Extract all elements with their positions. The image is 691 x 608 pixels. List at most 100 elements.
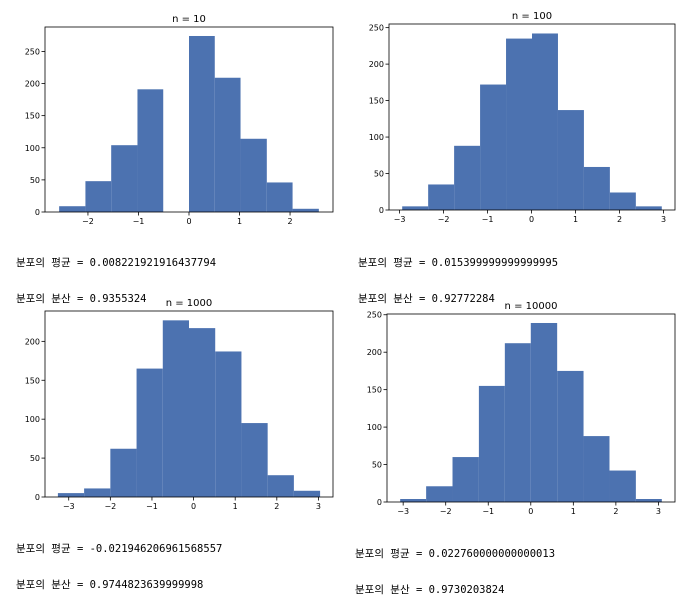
y-tick-label: 50 xyxy=(372,461,382,470)
chart-title: n = 100 xyxy=(512,11,552,22)
x-tick-label: −2 xyxy=(440,507,452,516)
histogram-panel: −3 −2 −1 0 1 2 3 0 50 100 150 200 n = 1000 xyxy=(25,298,334,511)
histogram-bar xyxy=(84,488,111,497)
x-tick-label: −2 xyxy=(438,215,450,224)
mean-value: 0.015399999999999995 xyxy=(431,257,559,269)
plot-frame xyxy=(388,23,676,211)
histogram-bar xyxy=(454,145,481,210)
histogram-bar xyxy=(137,89,164,212)
mean-line: 분포의 평균 = 0.008221921916437794 xyxy=(16,257,216,269)
histogram-bar xyxy=(189,35,215,212)
y-tick-label: 200 xyxy=(367,348,382,357)
histogram-bar xyxy=(85,181,112,212)
x-tick-label: 0 xyxy=(529,215,534,224)
y-tick-label: 50 xyxy=(30,454,40,463)
x-tick-label: 2 xyxy=(613,507,618,516)
mean-line: 분포의 평균 = 0.015399999999999995 xyxy=(358,257,558,269)
histogram-bar xyxy=(189,328,216,497)
y-tick-label: 250 xyxy=(367,311,382,320)
stats-block: 분포의 평균 = 0.015399999999999995 분포의 분산 = 0… xyxy=(358,233,558,317)
histogram-bar xyxy=(215,351,242,497)
variance-line: 분포의 분산 = 0.9730203824 xyxy=(355,584,555,596)
histogram-bar xyxy=(402,206,429,210)
histogram-bar xyxy=(557,370,584,502)
mean-value: 0.022760000000000013 xyxy=(428,548,556,560)
stats-block: 분포의 평균 = -0.021946206961568557 분포의 분산 = … xyxy=(16,519,222,603)
x-tick-label: −1 xyxy=(133,217,145,226)
histogram-bar xyxy=(214,77,241,213)
y-tick-label: 200 xyxy=(25,337,40,346)
x-tick-label: 3 xyxy=(656,507,661,516)
stats-block: 분포의 평균 = 0.008221921916437794 분포의 분산 = 0… xyxy=(16,233,216,317)
x-tick-label: 0 xyxy=(186,217,191,226)
y-tick-label: 150 xyxy=(367,386,382,395)
histogram-bar xyxy=(136,368,163,497)
histogram-bar xyxy=(111,145,138,212)
variance-value: 0.9730203824 xyxy=(428,584,505,596)
mean-line: 분포의 평균 = 0.022760000000000013 xyxy=(355,548,555,560)
plot-frame xyxy=(44,310,334,498)
x-tick-label: 1 xyxy=(233,502,238,511)
x-tick-label: −1 xyxy=(482,507,494,516)
y-tick-label: 250 xyxy=(369,24,384,33)
histogram-panel: −2 −1 0 1 2 0 50 100 150 200 250 n = 10 xyxy=(25,14,334,226)
x-tick-label: −3 xyxy=(397,507,409,516)
x-tick-label: −2 xyxy=(82,217,94,226)
histogram-bar xyxy=(428,184,455,210)
y-tick-label: 100 xyxy=(367,423,382,432)
x-tick-label: −1 xyxy=(146,502,158,511)
variance-label: 분포의 분산 = xyxy=(16,579,84,591)
histogram-bar xyxy=(478,385,505,502)
histogram-bar xyxy=(400,499,427,502)
x-tick-label: −3 xyxy=(63,502,75,511)
x-tick-label: 1 xyxy=(237,217,242,226)
x-tick-label: 2 xyxy=(288,217,293,226)
histogram-bar xyxy=(57,493,85,497)
mean-value: 0.008221921916437794 xyxy=(89,257,217,269)
histogram-bar xyxy=(583,166,610,210)
x-tick-label: −1 xyxy=(482,215,494,224)
histogram-bar xyxy=(292,208,319,212)
mean-line: 분포의 평균 = -0.021946206961568557 xyxy=(16,543,222,555)
stats-block: 분포의 평균 = 0.022760000000000013 분포의 분산 = 0… xyxy=(355,524,555,608)
histogram-bar xyxy=(59,206,86,212)
histogram-bar xyxy=(267,475,294,497)
variance-line: 분포의 분산 = 0.9355324 xyxy=(16,293,216,305)
histogram-bar xyxy=(609,470,636,502)
histogram-panel: −3 −2 −1 0 1 2 3 0 50 100 150 200 250 n = 100 xyxy=(369,11,676,224)
histogram-bar xyxy=(583,436,610,502)
histogram-bar xyxy=(266,182,293,212)
y-tick-label: 200 xyxy=(25,80,40,89)
y-tick-label: 150 xyxy=(369,97,384,106)
histogram-panel: −3 −2 −1 0 1 2 3 0 50 100 150 200 250 n = 10000 xyxy=(367,301,676,516)
y-tick-label: 50 xyxy=(374,170,384,179)
histogram-bar xyxy=(504,343,531,502)
x-tick-label: 1 xyxy=(571,507,576,516)
variance-label: 분포의 분산 = xyxy=(355,584,423,596)
chart-title: n = 10000 xyxy=(505,301,558,312)
histogram-bar xyxy=(162,320,189,497)
histogram-bar xyxy=(480,84,507,210)
variance-line: 분포의 분산 = 0.92772284 xyxy=(358,293,558,305)
histogram-bar xyxy=(532,33,558,210)
histogram-bar xyxy=(635,499,662,502)
mean-value: -0.021946206961568557 xyxy=(89,543,223,555)
y-tick-label: 0 xyxy=(35,493,40,502)
x-tick-label: 1 xyxy=(573,215,578,224)
x-tick-label: −2 xyxy=(104,502,116,511)
y-tick-label: 250 xyxy=(25,47,40,56)
mean-label: 분포의 평균 = xyxy=(355,548,423,560)
variance-value: 0.9744823639999998 xyxy=(89,579,204,591)
y-tick-label: 100 xyxy=(369,133,384,142)
y-tick-label: 50 xyxy=(30,176,40,185)
y-tick-label: 0 xyxy=(379,206,384,215)
y-tick-label: 0 xyxy=(377,498,382,507)
histogram-bar xyxy=(452,457,479,502)
histogram-bar xyxy=(240,138,267,212)
variance-value: 0.92772284 xyxy=(431,293,495,305)
histogram-bar xyxy=(293,490,321,497)
chart-title: n = 10 xyxy=(172,14,206,25)
chart-title: n = 1000 xyxy=(166,298,213,309)
x-tick-label: 3 xyxy=(316,502,321,511)
variance-label: 분포의 분산 = xyxy=(16,293,84,305)
